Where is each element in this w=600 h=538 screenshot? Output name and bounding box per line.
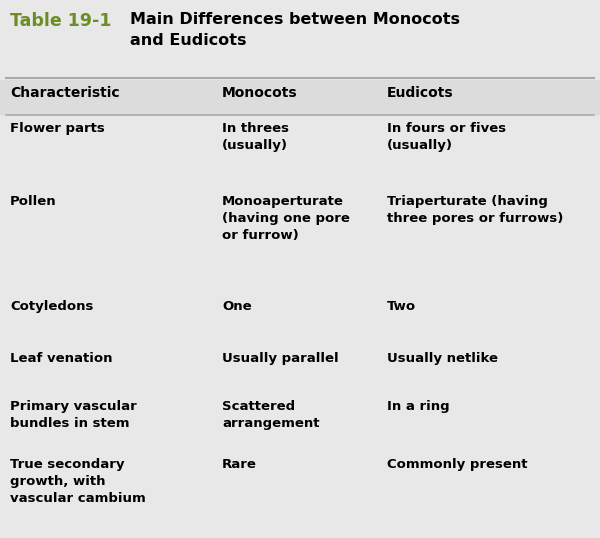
Text: Leaf venation: Leaf venation xyxy=(10,352,113,365)
Text: In a ring: In a ring xyxy=(387,400,449,413)
Text: Cotyledons: Cotyledons xyxy=(10,300,94,313)
Text: Two: Two xyxy=(387,300,416,313)
Text: Monocots: Monocots xyxy=(222,86,298,100)
Text: In threes
(usually): In threes (usually) xyxy=(222,122,289,152)
Text: Usually parallel: Usually parallel xyxy=(222,352,338,365)
Text: Pollen: Pollen xyxy=(10,195,56,208)
Text: Rare: Rare xyxy=(222,458,257,471)
Text: True secondary
growth, with
vascular cambium: True secondary growth, with vascular cam… xyxy=(10,458,146,505)
Text: Commonly present: Commonly present xyxy=(387,458,527,471)
Text: In fours or fives
(usually): In fours or fives (usually) xyxy=(387,122,506,152)
Text: Monoaperturate
(having one pore
or furrow): Monoaperturate (having one pore or furro… xyxy=(222,195,350,242)
Bar xyxy=(0,80,600,115)
Bar xyxy=(0,80,600,538)
Text: Scattered
arrangement: Scattered arrangement xyxy=(222,400,320,430)
Text: Characteristic: Characteristic xyxy=(10,86,119,100)
Text: Eudicots: Eudicots xyxy=(387,86,454,100)
Text: Table 19-1: Table 19-1 xyxy=(10,12,112,30)
Text: Flower parts: Flower parts xyxy=(10,122,105,135)
Text: Usually netlike: Usually netlike xyxy=(387,352,498,365)
Bar xyxy=(0,0,600,80)
Text: One: One xyxy=(222,300,251,313)
Text: Main Differences between Monocots
and Eudicots: Main Differences between Monocots and Eu… xyxy=(130,12,460,48)
Text: Triaperturate (having
three pores or furrows): Triaperturate (having three pores or fur… xyxy=(387,195,563,225)
Text: Primary vascular
bundles in stem: Primary vascular bundles in stem xyxy=(10,400,137,430)
